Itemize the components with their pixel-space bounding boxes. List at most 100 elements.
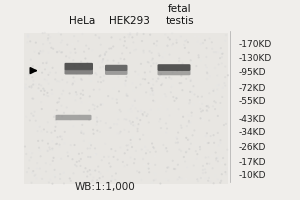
Point xyxy=(184,77,189,80)
Point xyxy=(98,43,103,46)
Point xyxy=(78,164,83,168)
Point xyxy=(23,87,28,90)
Point xyxy=(120,160,125,164)
Point xyxy=(200,117,204,120)
Point xyxy=(68,51,73,54)
Point xyxy=(77,63,82,66)
Point xyxy=(56,114,61,117)
Point xyxy=(224,33,228,37)
Point xyxy=(154,62,159,65)
Point xyxy=(187,72,192,75)
Point xyxy=(202,168,207,171)
Point xyxy=(109,47,114,50)
Point xyxy=(25,48,30,52)
Point xyxy=(211,88,216,91)
Point xyxy=(79,130,84,133)
Point xyxy=(66,155,70,158)
Point xyxy=(145,167,150,170)
Point xyxy=(164,76,168,79)
Point xyxy=(128,32,133,35)
Point xyxy=(61,111,66,114)
Point xyxy=(115,132,120,135)
Point xyxy=(153,150,158,153)
Point xyxy=(139,62,143,65)
Point xyxy=(219,62,224,65)
Point xyxy=(137,138,142,141)
Point xyxy=(37,83,41,86)
Point xyxy=(31,114,36,117)
Point xyxy=(153,69,158,72)
Point xyxy=(49,46,54,49)
Point xyxy=(165,108,170,111)
Point xyxy=(72,64,77,68)
Point xyxy=(133,70,138,73)
Point xyxy=(88,80,93,83)
Point xyxy=(203,63,208,67)
Point xyxy=(92,88,96,91)
Point xyxy=(137,171,142,174)
Point xyxy=(118,146,123,149)
Point xyxy=(219,161,224,164)
Point xyxy=(54,109,59,112)
Point xyxy=(37,146,41,149)
Point xyxy=(135,32,140,35)
Point xyxy=(128,107,133,110)
Point xyxy=(205,132,209,135)
Point xyxy=(193,144,198,147)
Point xyxy=(220,52,225,55)
Text: -10KD: -10KD xyxy=(238,171,266,180)
Point xyxy=(215,74,220,77)
Point xyxy=(118,38,123,41)
Point xyxy=(184,151,188,154)
Point xyxy=(96,122,101,126)
Point xyxy=(115,123,119,126)
Point xyxy=(77,159,82,163)
Point xyxy=(163,148,168,151)
Point xyxy=(182,43,187,46)
Point xyxy=(65,43,70,46)
Point xyxy=(89,180,94,183)
Point xyxy=(174,97,179,100)
Point xyxy=(177,82,182,85)
Point xyxy=(216,144,221,147)
Point xyxy=(55,51,60,54)
Point xyxy=(109,147,114,151)
Point xyxy=(149,87,154,90)
Point xyxy=(213,92,218,95)
Point xyxy=(34,177,39,180)
Point xyxy=(187,119,191,122)
Point xyxy=(85,175,89,178)
Point xyxy=(46,95,51,98)
Point xyxy=(144,91,148,94)
Point xyxy=(25,87,29,90)
Point xyxy=(55,136,60,139)
Point xyxy=(192,93,197,96)
Point xyxy=(116,75,121,78)
Point xyxy=(169,59,174,62)
Point xyxy=(65,81,70,84)
Point xyxy=(208,134,213,138)
Point xyxy=(193,35,197,38)
Point xyxy=(88,173,93,176)
Point xyxy=(53,125,58,128)
Point xyxy=(122,40,127,43)
Point xyxy=(213,51,218,54)
Point xyxy=(150,59,154,62)
Point xyxy=(218,47,223,50)
Point xyxy=(81,170,86,174)
Point xyxy=(205,162,209,165)
Point xyxy=(97,88,102,91)
Point xyxy=(148,33,152,36)
Point xyxy=(147,50,152,53)
Point xyxy=(132,49,137,52)
Point xyxy=(159,72,164,76)
Point xyxy=(103,142,108,146)
Point xyxy=(184,150,189,153)
Point xyxy=(116,61,121,65)
Point xyxy=(198,107,203,110)
Point xyxy=(34,167,39,170)
Point xyxy=(98,66,103,69)
Point xyxy=(184,125,189,128)
Point xyxy=(79,78,84,82)
Point xyxy=(160,67,165,70)
